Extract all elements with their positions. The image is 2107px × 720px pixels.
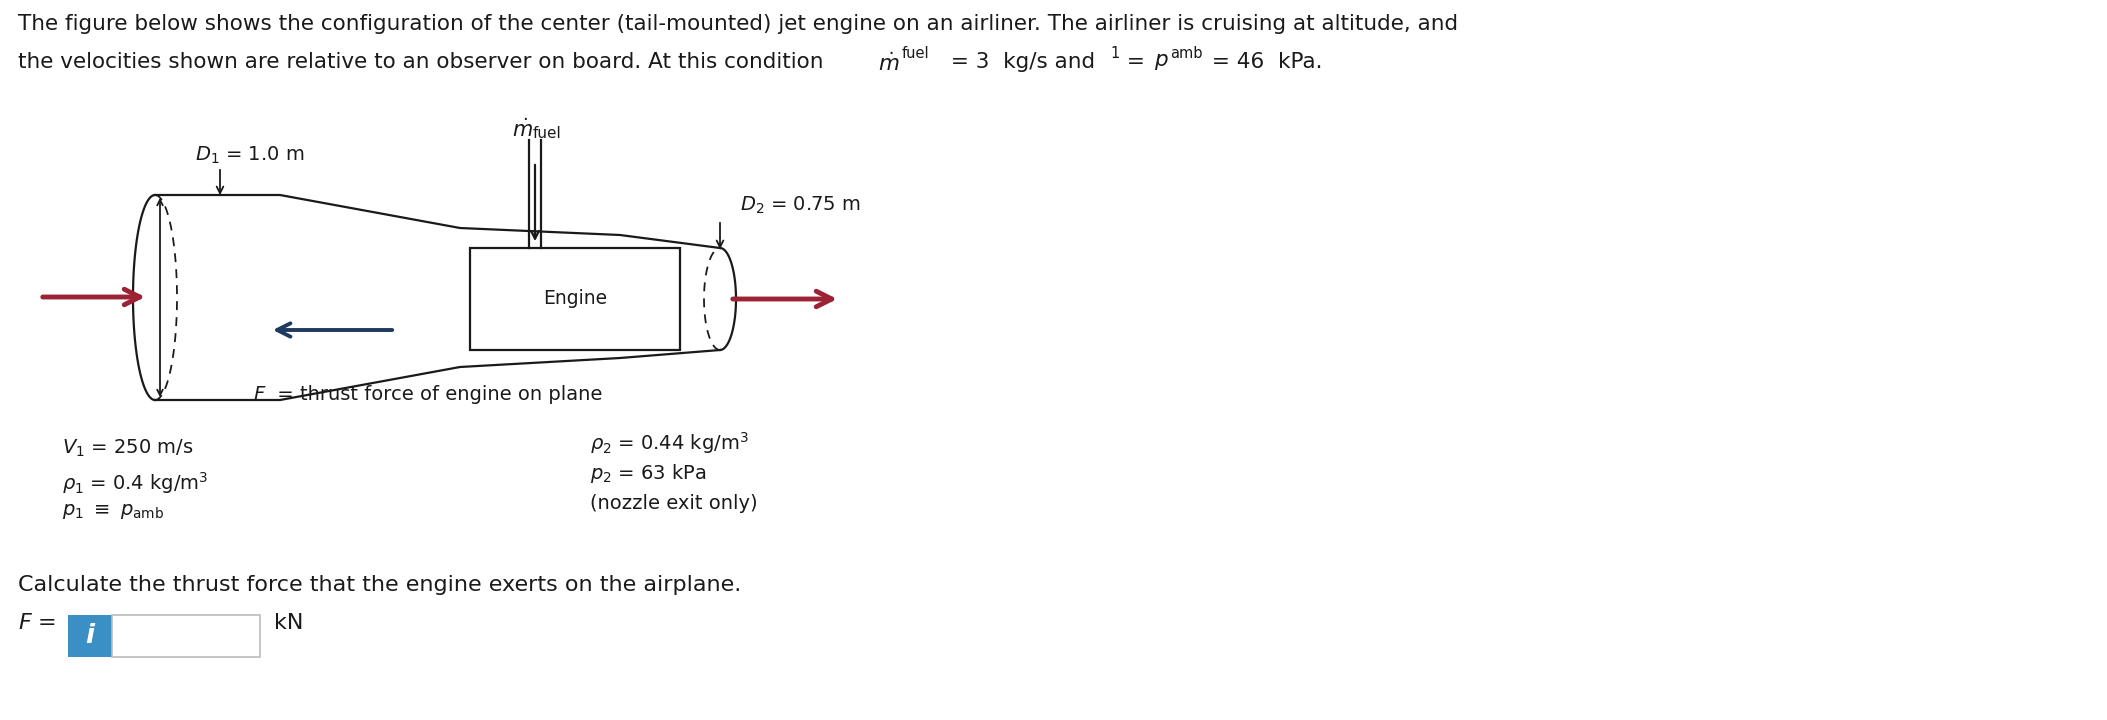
Text: (nozzle exit only): (nozzle exit only) <box>590 494 759 513</box>
Text: fuel: fuel <box>902 46 929 61</box>
Text: $D_1$ = 1.0 m: $D_1$ = 1.0 m <box>196 145 303 166</box>
Text: The figure below shows the configuration of the center (tail-mounted) jet engine: The figure below shows the configuration… <box>19 14 1458 34</box>
Text: amb: amb <box>1169 46 1203 61</box>
Text: $p_1$ $\equiv$ $p_\mathrm{amb}$: $p_1$ $\equiv$ $p_\mathrm{amb}$ <box>61 502 164 521</box>
Bar <box>67 615 112 657</box>
Text: 1: 1 <box>1110 46 1119 61</box>
Text: $V_1$ = 250 m/s: $V_1$ = 250 m/s <box>61 438 194 459</box>
Text: =: = <box>1121 52 1153 72</box>
Text: $p_2$ = 63 kPa: $p_2$ = 63 kPa <box>590 462 706 485</box>
Text: $\rho_1$ = 0.4 kg/m$^3$: $\rho_1$ = 0.4 kg/m$^3$ <box>61 470 209 496</box>
Text: kN: kN <box>274 613 303 633</box>
Text: = 46  kPa.: = 46 kPa. <box>1205 52 1323 72</box>
Text: $p$: $p$ <box>1155 52 1169 72</box>
Text: $\dot{m}$: $\dot{m}$ <box>879 52 900 75</box>
Text: $\rho_2$ = 0.44 kg/m$^3$: $\rho_2$ = 0.44 kg/m$^3$ <box>590 430 748 456</box>
Text: = 3  kg/s and: = 3 kg/s and <box>944 52 1102 72</box>
Text: $F$: $F$ <box>253 385 265 404</box>
Text: $D_2$ = 0.75 m: $D_2$ = 0.75 m <box>740 195 860 216</box>
Bar <box>470 248 681 350</box>
Text: fuel: fuel <box>533 126 563 141</box>
Text: = thrust force of engine on plane: = thrust force of engine on plane <box>272 385 603 404</box>
Text: Engine: Engine <box>544 289 607 308</box>
Text: $F$ =: $F$ = <box>19 613 57 633</box>
Text: Calculate the thrust force that the engine exerts on the airplane.: Calculate the thrust force that the engi… <box>19 575 742 595</box>
Bar <box>112 615 259 657</box>
Text: the velocities shown are relative to an observer on board. At this condition: the velocities shown are relative to an … <box>19 52 830 72</box>
Text: $\dot{m}$: $\dot{m}$ <box>512 118 533 141</box>
Text: i: i <box>86 623 95 649</box>
